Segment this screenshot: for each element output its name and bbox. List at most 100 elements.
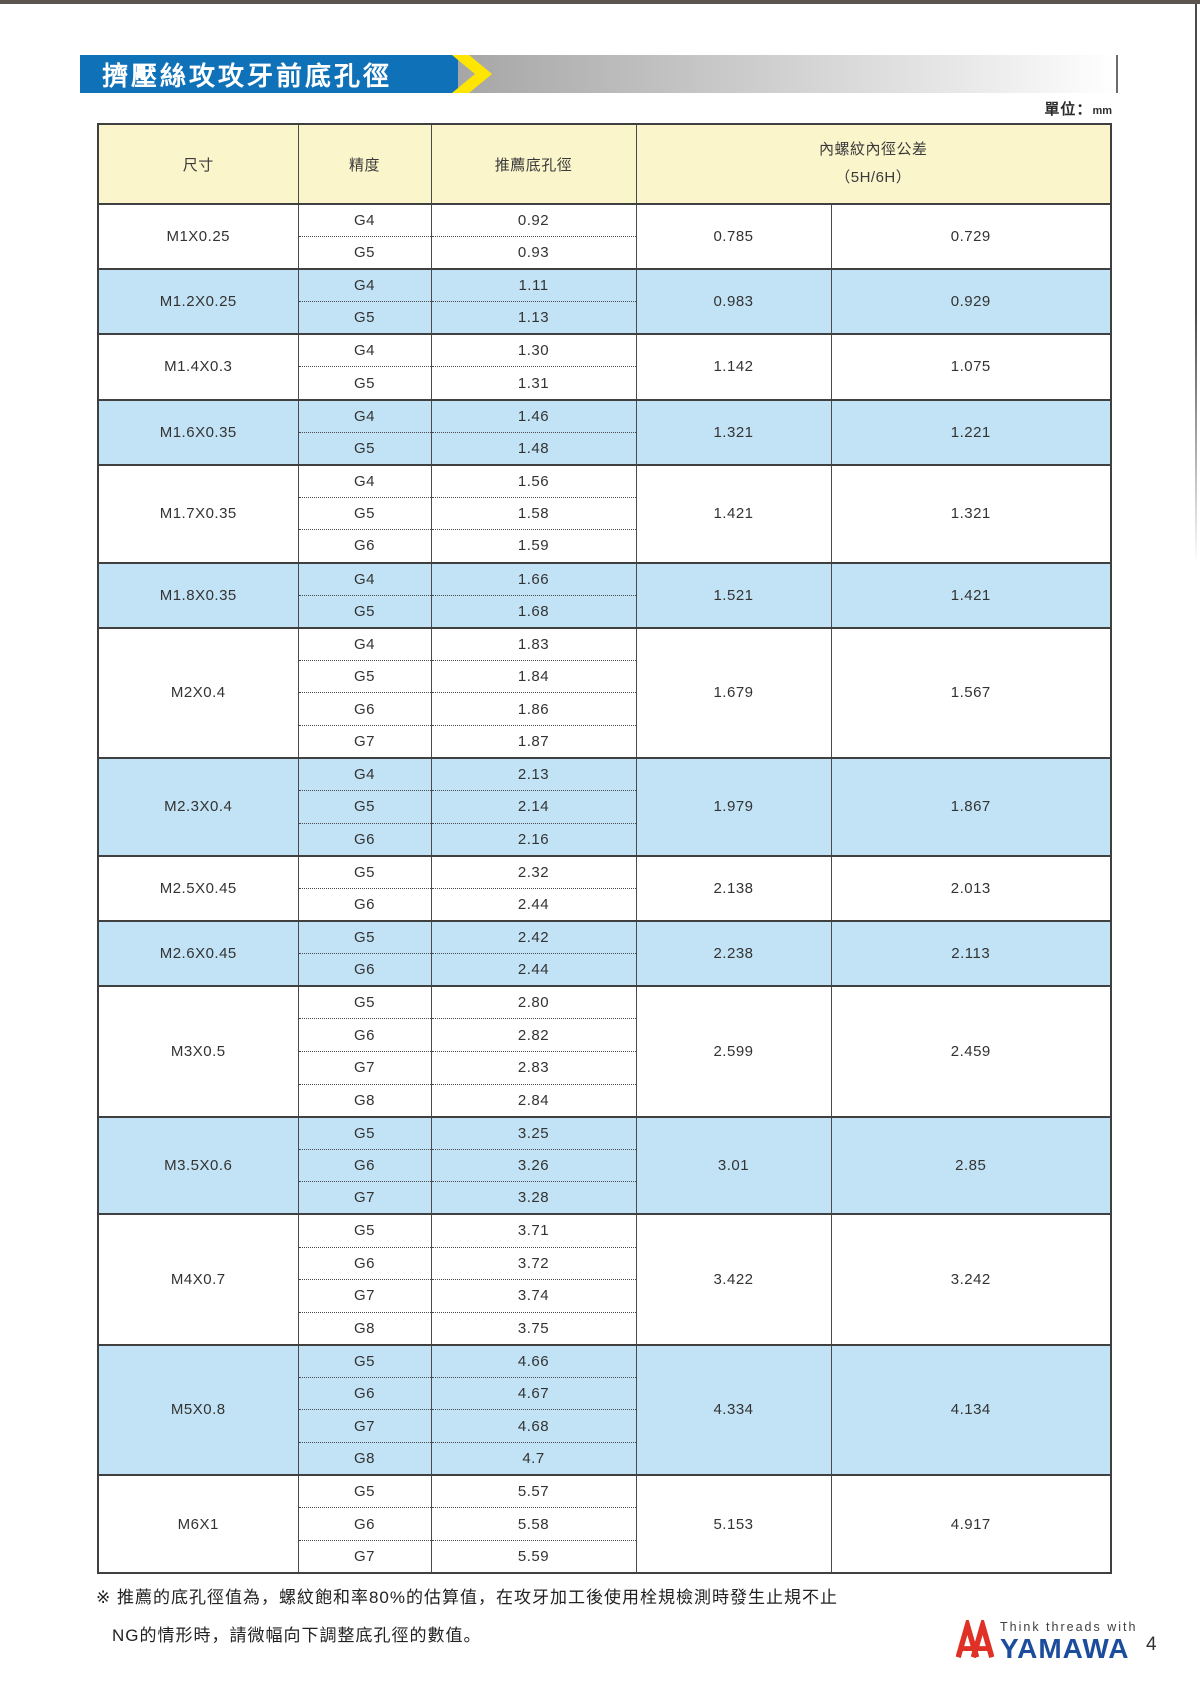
- grade-cell: G4: [297, 626, 431, 661]
- tolerance-5h-cell: 2.138: [635, 854, 831, 922]
- tolerance-6h-cell: 2.459: [830, 985, 1112, 1117]
- size-cell: M2.3X0.4: [98, 757, 298, 856]
- grade-cell: G7: [297, 1181, 431, 1215]
- tolerance-6h-cell: 1.321: [830, 463, 1112, 563]
- grade-cell: G6: [297, 529, 431, 563]
- page-right-edge: [1195, 4, 1197, 564]
- tolerance-5h-cell: 5.153: [635, 1474, 831, 1573]
- hole-cell: 2.83: [430, 1050, 636, 1085]
- table-row: G6 2.44: [98, 887, 1111, 922]
- hole-cell: 1.30: [430, 333, 636, 367]
- grade-cell: G6: [297, 1376, 431, 1410]
- header-tolerance-line2: （5H/6H）: [835, 169, 912, 186]
- hole-cell: 3.28: [430, 1181, 636, 1215]
- size-cell: M2X0.4: [98, 626, 298, 759]
- grade-cell: G4: [297, 398, 431, 433]
- table-row: G7 1.87: [98, 725, 1111, 759]
- grade-cell: G6: [297, 692, 431, 726]
- table-row: G5 1.13: [98, 301, 1111, 335]
- table-row: G7 5.59: [98, 1539, 1111, 1573]
- hole-cell: 1.86: [430, 692, 636, 726]
- hole-cell: 2.32: [430, 854, 636, 889]
- hole-cell: 2.44: [430, 953, 636, 987]
- logo-name: YAMAWA: [1000, 1633, 1130, 1664]
- section-title-bar: 擠壓絲攻攻牙前底孔徑: [80, 55, 458, 93]
- tolerance-5h-cell: 2.238: [635, 920, 831, 987]
- hole-cell: 3.25: [430, 1115, 636, 1150]
- table-row: M4X0.7 G5 3.71 3.422 3.242: [98, 1213, 1112, 1345]
- page-title: 擠壓絲攻攻牙前底孔徑: [102, 60, 393, 91]
- table-row: M2.6X0.45 G5 2.42 2.238 2.113: [98, 920, 1112, 987]
- tolerance-5h-cell: 1.421: [635, 463, 831, 563]
- tolerance-6h-cell: 2.85: [830, 1115, 1112, 1215]
- hole-cell: 2.80: [430, 985, 636, 1019]
- table-row: M1.7X0.35 G4 1.56 1.421 1.321: [98, 463, 1112, 563]
- tolerance-6h-cell: 0.929: [830, 268, 1112, 335]
- table-row: M1X0.25 G4 0.92 0.785 0.729: [98, 202, 1112, 270]
- title-gradient-rule: [458, 55, 1118, 93]
- page-top-edge: [0, 0, 1200, 4]
- table-row: M3X0.5 G5 2.80 2.599 2.459: [98, 985, 1112, 1117]
- tolerance-6h-cell: 4.917: [830, 1474, 1112, 1573]
- grade-cell: G4: [297, 268, 431, 302]
- table-row: M2.3X0.4 G4 2.13 1.979 1.867: [98, 757, 1112, 856]
- hole-cell: 1.46: [430, 398, 636, 433]
- hole-cell: 2.13: [430, 757, 636, 791]
- header-hole: 推薦底孔徑: [430, 124, 636, 205]
- table-row: G5 1.48: [98, 431, 1111, 465]
- tolerance-6h-cell: 3.242: [830, 1213, 1112, 1345]
- size-cell: M2.6X0.45: [98, 920, 298, 987]
- yamawa-mark-icon: [956, 1620, 994, 1659]
- grade-cell: G5: [297, 1343, 431, 1378]
- grade-cell: G4: [297, 203, 431, 237]
- size-cell: M1.7X0.35: [98, 463, 298, 563]
- tolerance-5h-cell: 2.599: [635, 985, 831, 1117]
- spec-table-body: M1X0.25 G4 0.92 0.785 0.729 G5 0.93 M1.2X0.25 G4…: [98, 202, 1112, 1573]
- unit-text: 單位：: [1044, 101, 1093, 118]
- table-row: M1.6X0.35 G4 1.46 1.321 1.221: [98, 398, 1112, 465]
- table-row: G7 4.68: [98, 1409, 1111, 1443]
- hole-cell: 2.16: [430, 822, 636, 856]
- size-cell: M1.4X0.3: [98, 333, 298, 400]
- hole-cell: 4.68: [430, 1409, 636, 1443]
- grade-cell: G6: [297, 1148, 431, 1182]
- hole-cell: 4.7: [430, 1442, 636, 1476]
- yamawa-logo: Think threads with YAMAWA: [956, 1620, 1137, 1663]
- grade-cell: G7: [297, 1409, 431, 1443]
- hole-cell: 5.57: [430, 1474, 636, 1508]
- grade-cell: G6: [297, 1018, 431, 1052]
- tolerance-6h-cell: 1.075: [830, 333, 1112, 400]
- hole-cell: 1.58: [430, 496, 636, 530]
- chevron-right-icon: [452, 55, 492, 93]
- header-size: 尺寸: [98, 124, 298, 205]
- table-row: G7 2.83: [98, 1050, 1111, 1085]
- tolerance-5h-cell: 1.321: [635, 398, 831, 465]
- hole-cell: 1.84: [430, 659, 636, 693]
- header-tolerance: 內螺紋內徑公差 （5H/6H）: [635, 124, 1112, 205]
- grade-cell: G5: [297, 496, 431, 530]
- tap-hole-diameter-table: 尺寸 精度 推薦底孔徑 內螺紋內徑公差 （5H/6H） M1X0.25 G4 0.9…: [97, 123, 1113, 1574]
- tolerance-5h-cell: 1.979: [635, 757, 831, 856]
- table-row: G5 1.58: [98, 496, 1111, 530]
- header-tolerance-line1: 內螺紋內徑公差: [819, 140, 928, 158]
- size-cell: M1.6X0.35: [98, 398, 298, 465]
- table-row: G6 4.67: [98, 1376, 1111, 1410]
- tolerance-6h-cell: 1.421: [830, 561, 1112, 628]
- hole-cell: 1.13: [430, 301, 636, 335]
- table-row: G8 3.75: [98, 1311, 1111, 1345]
- tolerance-6h-cell: 1.567: [830, 626, 1112, 759]
- table-row: G5 1.68: [98, 594, 1111, 628]
- hole-cell: 2.44: [430, 887, 636, 922]
- table-row: G6 2.44: [98, 953, 1111, 987]
- grade-cell: G7: [297, 1050, 431, 1085]
- table-row: G6 3.72: [98, 1246, 1111, 1280]
- grade-cell: G5: [297, 985, 431, 1019]
- size-cell: M1X0.25: [98, 202, 298, 270]
- hole-cell: 3.74: [430, 1279, 636, 1313]
- table-row: M5X0.8 G5 4.66 4.334 4.134: [98, 1343, 1112, 1476]
- grade-cell: G6: [297, 822, 431, 856]
- grade-cell: G7: [297, 1279, 431, 1313]
- table-row: M1.2X0.25 G4 1.11 0.983 0.929: [98, 268, 1112, 335]
- grade-cell: G8: [297, 1442, 431, 1476]
- hole-cell: 0.92: [430, 203, 636, 237]
